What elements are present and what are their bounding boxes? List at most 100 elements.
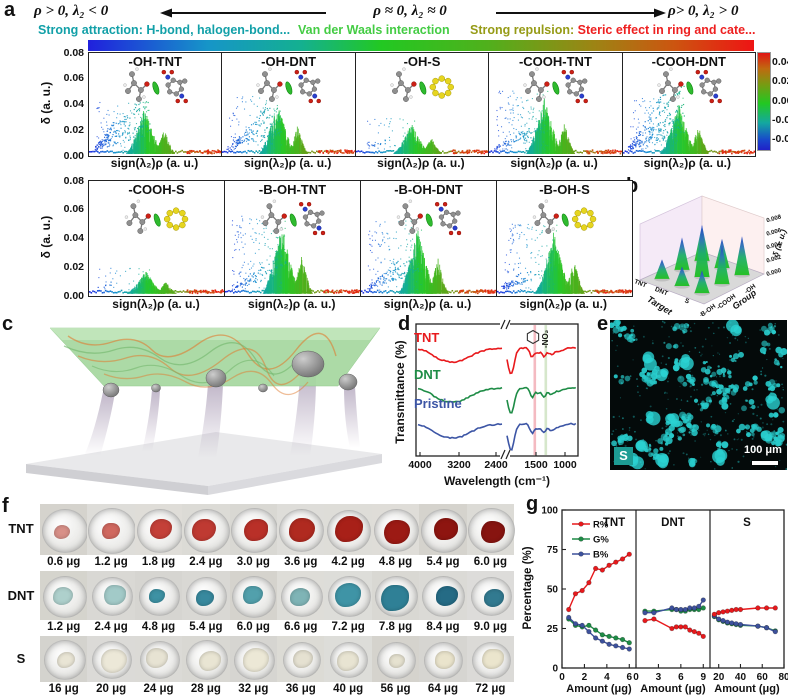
sample-amount-label: 20 μg [96, 683, 127, 695]
row1-y-tick: 0.00 [63, 149, 84, 162]
sample-amount-label: 5.4 μg [426, 556, 460, 568]
sample-row-name: S [16, 651, 26, 666]
element-map-image [610, 320, 787, 470]
g-subpanel-title: DNT [661, 517, 685, 529]
photo-strip-s [40, 636, 515, 682]
b-target-tick: TNT [633, 278, 647, 289]
scatter-panel-title: -COOH-S [128, 182, 185, 197]
b-z-tick: 0.006 [766, 228, 783, 238]
scatter-panel-title: -COOH-TNT [518, 54, 592, 69]
sample-amount-label: 3.6 μg [284, 556, 318, 568]
sample-spot [434, 651, 455, 670]
scatter-panel-title: -B-OH-TNT [258, 182, 327, 197]
sample-spot [56, 652, 75, 669]
analyte-particle [205, 368, 227, 388]
sample-amount-label: 3.0 μg [236, 556, 270, 568]
row1-x-axis-label: sign(λ₂)ρ (a. u.) [643, 156, 731, 170]
substrate-front-left [26, 464, 208, 495]
interaction-center-label: Van der Waals interaction [298, 23, 450, 37]
photo-cell [229, 504, 278, 555]
sample-amount-label: 7.2 μg [331, 621, 365, 633]
sample-well [139, 577, 181, 616]
sample-spot [146, 648, 169, 669]
panel-label-e: e [597, 313, 609, 335]
interaction-right-prefix: Strong repulsion: [470, 23, 575, 37]
ftir-plot: -NO₂ [415, 319, 579, 460]
photo-cell [182, 504, 230, 555]
sample-well [377, 641, 417, 679]
sample-amount-label: 2.4 μg [189, 556, 223, 568]
rdg-scatter [89, 67, 222, 155]
sample-spot [192, 519, 217, 541]
deposition-stream [84, 392, 115, 456]
g-x-tick: 20 [713, 672, 725, 683]
rdg-scatter [622, 67, 756, 155]
polymer-fiber [103, 370, 309, 396]
photo-labels: 0.6 μg 1.2 μg 1.8 μg 2.4 μg 3.0 μg 3.6 μg 4.2 … [40, 556, 514, 570]
sample-amount-label: 7.8 μg [378, 621, 413, 633]
sample-well [185, 640, 228, 680]
interaction-left-label: Strong attraction: H-bond, halogen-bond.… [38, 23, 291, 37]
sample-well [280, 576, 323, 617]
deposition-stream [344, 386, 360, 448]
scatter-panel--oh-tnt: -OH-TNT [89, 53, 223, 156]
sample-spot [336, 651, 359, 672]
analyte-particle [151, 383, 161, 393]
sample-well [424, 641, 464, 679]
g-subpanel-title: TNT [603, 517, 625, 529]
photo-cell [182, 636, 230, 682]
nitro-annotation: -NO₂ [541, 329, 550, 348]
sample-amount-label: 4.8 μg [141, 621, 176, 633]
sample-spot [389, 654, 406, 669]
sample-amount-label: 16 μg [48, 683, 79, 695]
scatter-panel--b-oh-s: -B-OH-S [497, 181, 632, 296]
sample-well [467, 508, 515, 553]
g-y-tick: 0 [552, 664, 558, 675]
rdg-colorbar [757, 52, 771, 151]
photo-cell [87, 636, 135, 682]
g-x-tick: 60 [757, 672, 769, 683]
g-y-tick: 100 [541, 506, 558, 517]
colorbar-tick: -0.02 [772, 113, 788, 126]
sample-amount-label: 1.2 μg [47, 621, 81, 633]
g-legend-label: G% [593, 535, 609, 546]
sample-amount-label: 56 μg [380, 683, 411, 695]
rdg-scatter [222, 67, 355, 155]
rdg-scatter [497, 199, 632, 294]
sample-spot [104, 584, 127, 605]
photo-cell [419, 571, 467, 620]
rdg-scatter [489, 67, 622, 155]
sample-well [422, 576, 466, 617]
photo-cell [324, 504, 372, 555]
sample-spot [384, 520, 411, 545]
deposition-stream [198, 384, 223, 458]
photo-cell [134, 504, 183, 555]
sample-amount-label: 4.2 μg [331, 556, 365, 568]
g-x-tick: 6 [626, 672, 632, 683]
sample-well [230, 508, 278, 553]
ftir-curve-label-dnt: DNT [414, 367, 441, 382]
sample-row-name: DNT [7, 588, 35, 603]
scatter-panel--oh-dnt: -OH-DNT [222, 53, 356, 156]
analyte-particle [258, 383, 268, 393]
rgb-y-axis-label: Percentage (%) [522, 546, 534, 630]
regime-right-label: ρ> 0, λ₂ > 0 [668, 3, 739, 19]
sample-well [43, 640, 86, 680]
scatter-panel--cooh-tnt: -COOH-TNT [489, 53, 623, 156]
photo-cell [419, 504, 467, 555]
b-group-tick: -B-OH [698, 303, 718, 316]
photo-cell [87, 504, 137, 555]
g-x-tick: 6 [678, 672, 684, 683]
photo-cell [277, 636, 325, 682]
colorbar-tick: 0.04 [772, 55, 788, 68]
ftir-x-tick: 2400 [484, 459, 508, 471]
sample-spot [243, 585, 264, 604]
row2-y-axis-label: δ (a. u.) [39, 215, 53, 259]
b-target-axis-label: Target [645, 294, 674, 316]
sample-well [183, 508, 230, 553]
substrate-front-right [208, 454, 382, 495]
deposition-stream [290, 376, 316, 456]
b-target-tick: S [683, 297, 690, 305]
regime-arrows [160, 8, 666, 18]
